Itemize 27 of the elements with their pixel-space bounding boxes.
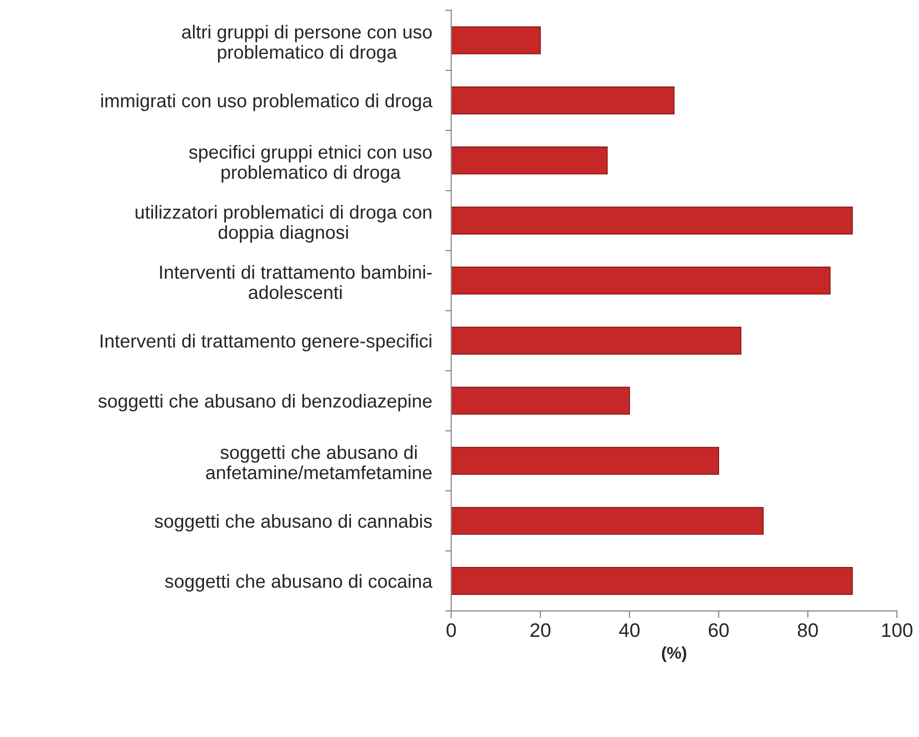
- x-tick-label: 80: [798, 623, 818, 638]
- bar: [451, 86, 675, 114]
- x-tick-label: 40: [619, 623, 640, 638]
- y-tick-label: Interventi di trattamento genere-specifici: [100, 334, 432, 352]
- bar: [451, 266, 831, 295]
- x-tick-label: 60: [708, 623, 729, 638]
- bar: [451, 326, 742, 355]
- x-axis-title: (%): [662, 646, 686, 662]
- y-tick-label: soggetti che abusano di anfetamine/metamfetamine: [206, 445, 432, 480]
- y-tick-label: immigrati con uso problematico di droga: [101, 94, 432, 112]
- bar: [451, 567, 853, 595]
- x-tick-label: 100: [882, 623, 912, 638]
- y-tick-label: soggetti che abusano di cocaina: [165, 574, 432, 592]
- bar: [451, 26, 541, 54]
- bar: [451, 506, 764, 535]
- y-tick-label: utilizzatori problematici di droga con doppia diagnosi: [136, 205, 432, 243]
- y-tick-label: specifici gruppi etnici con uso problematico di droga: [189, 144, 432, 183]
- bar: [451, 146, 608, 174]
- x-tick-label: 0: [446, 623, 456, 638]
- y-tick-label: altri gruppi di persone con uso problematico di droga: [182, 24, 432, 62]
- x-tick-label: 20: [530, 623, 550, 638]
- y-tick-label: soggetti che abusano di cannabis: [154, 514, 432, 532]
- y-tick-label: soggetti che abusano di benzodiazepine: [98, 394, 432, 412]
- bar: [451, 206, 853, 234]
- bar: [451, 446, 720, 475]
- bar: [451, 386, 630, 415]
- y-tick-label: Interventi di trattamento bambini- adolescenti: [160, 265, 432, 300]
